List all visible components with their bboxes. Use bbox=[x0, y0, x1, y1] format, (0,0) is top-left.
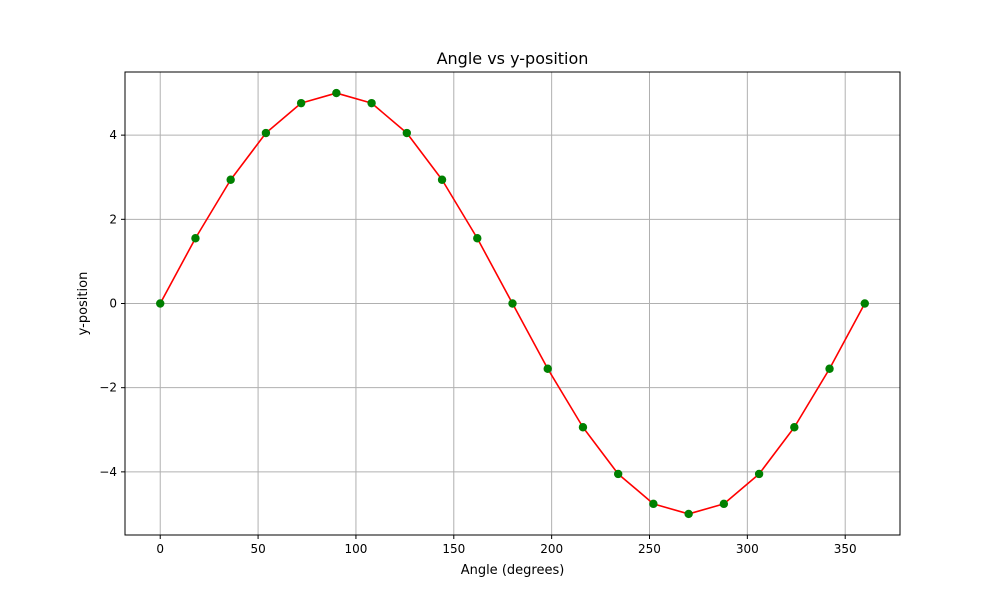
grid bbox=[125, 72, 900, 535]
data-point bbox=[156, 299, 165, 308]
y-axis-label: y-position bbox=[76, 272, 91, 336]
x-tick-label: 300 bbox=[736, 542, 759, 556]
chart-title: Angle vs y-position bbox=[437, 49, 589, 68]
data-point bbox=[684, 509, 693, 519]
data-point bbox=[508, 299, 517, 308]
data-point bbox=[790, 423, 799, 432]
y-tick-label: 0 bbox=[109, 297, 117, 311]
data-point bbox=[825, 364, 834, 373]
data-point bbox=[226, 175, 235, 184]
data-point bbox=[543, 364, 552, 373]
x-tick-label: 200 bbox=[540, 542, 563, 556]
data-point bbox=[860, 299, 869, 308]
x-axis-label: Angle (degrees) bbox=[461, 563, 565, 578]
data-point bbox=[613, 469, 623, 479]
x-tick-label: 50 bbox=[250, 542, 265, 556]
data-point bbox=[719, 499, 729, 509]
data-point bbox=[261, 128, 271, 138]
y-tick-label: −2 bbox=[99, 381, 117, 395]
data-point bbox=[191, 234, 200, 243]
axis-ticks: 0 50 100 150 200 250 300 350 −4 −2 0 2 4 bbox=[99, 128, 856, 556]
y-tick-label: 4 bbox=[109, 128, 117, 142]
x-tick-label: 100 bbox=[344, 542, 367, 556]
x-tick-label: 350 bbox=[834, 542, 857, 556]
data-point bbox=[367, 98, 376, 108]
data-point bbox=[437, 175, 447, 184]
data-point bbox=[296, 98, 306, 108]
y-tick-label: 2 bbox=[109, 212, 117, 226]
y-tick-label: −4 bbox=[99, 465, 117, 479]
x-tick-label: 250 bbox=[638, 542, 661, 556]
x-tick-label: 0 bbox=[156, 542, 164, 556]
data-point bbox=[332, 88, 341, 98]
marker-layer bbox=[156, 88, 869, 519]
data-point bbox=[649, 499, 658, 509]
data-point bbox=[754, 469, 764, 479]
data-point bbox=[578, 423, 588, 432]
x-tick-label: 150 bbox=[442, 542, 465, 556]
data-point bbox=[402, 128, 412, 138]
data-point bbox=[473, 234, 482, 243]
